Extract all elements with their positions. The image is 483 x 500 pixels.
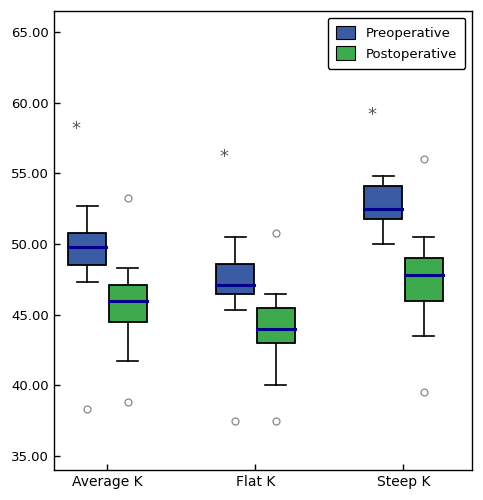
Bar (256, 308, 295, 343)
Legend: Preoperative, Postoperative: Preoperative, Postoperative (328, 18, 465, 68)
Bar (364, 186, 402, 218)
Text: *: * (219, 148, 228, 166)
Bar (405, 258, 443, 300)
Text: *: * (71, 120, 81, 138)
Bar (109, 285, 147, 322)
Text: *: * (368, 106, 377, 124)
Bar (216, 264, 255, 294)
Bar (68, 233, 106, 266)
